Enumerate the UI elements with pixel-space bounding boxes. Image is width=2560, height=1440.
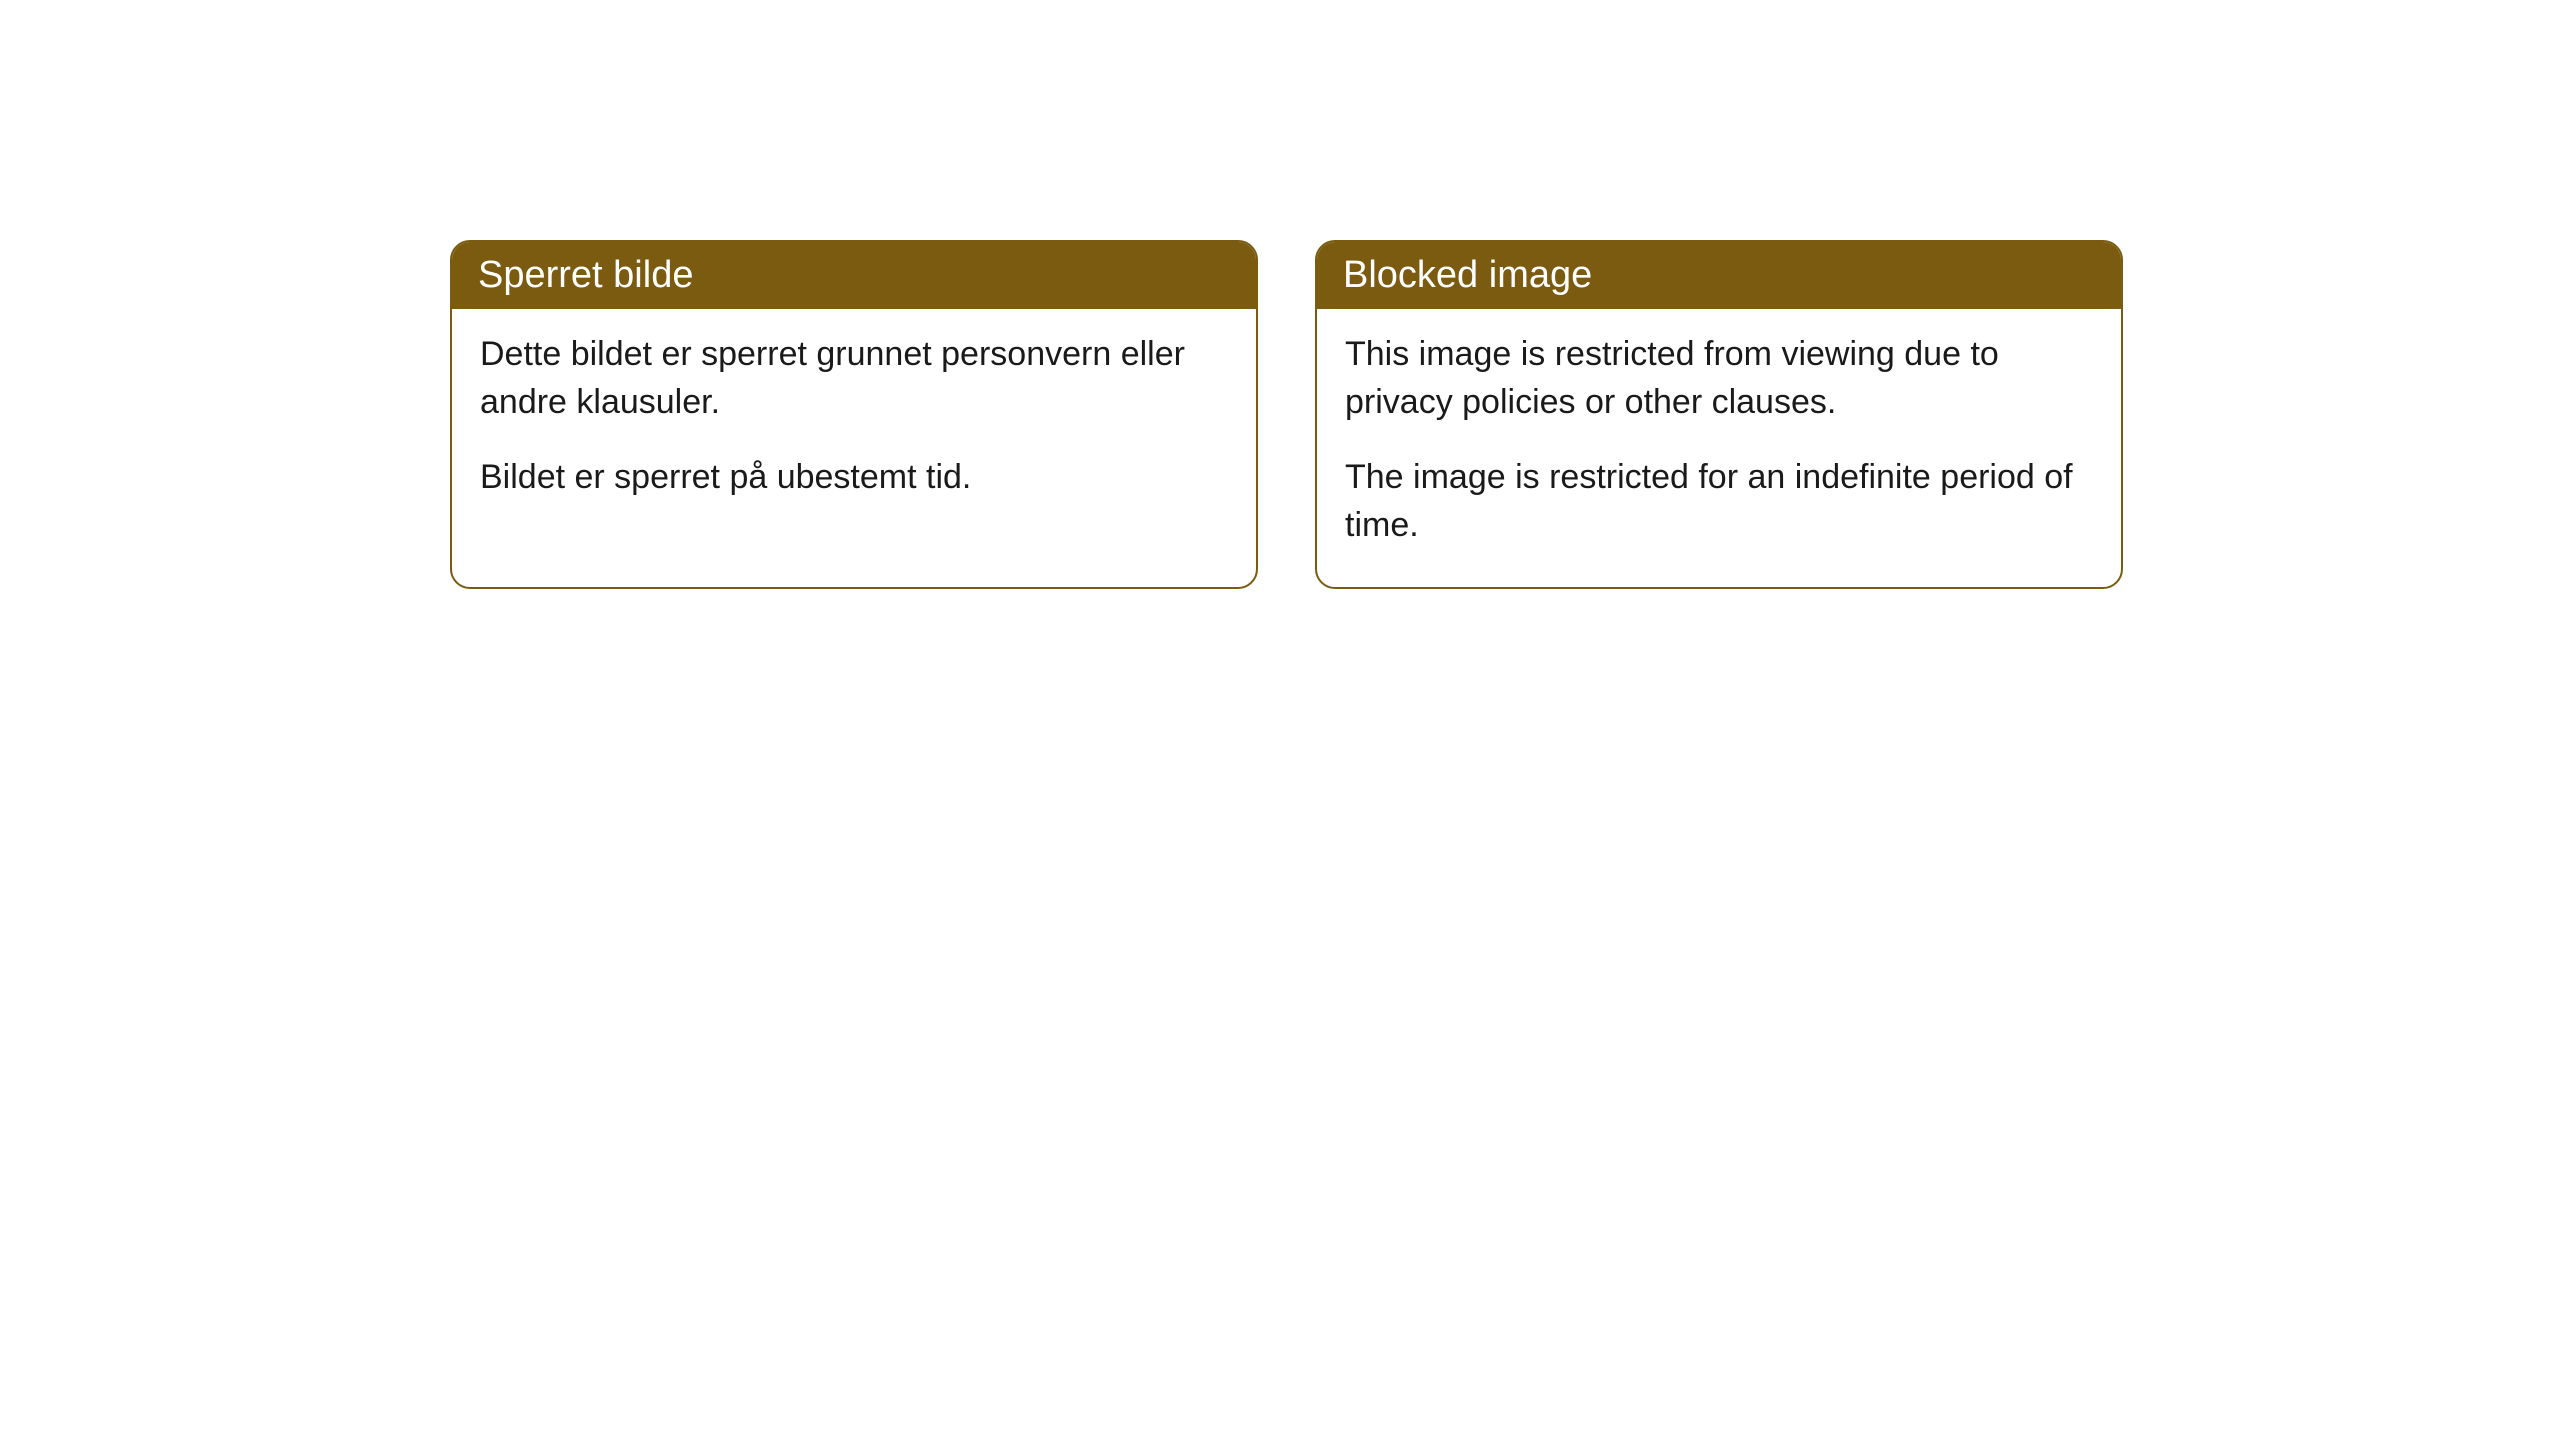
notice-card-norwegian: Sperret bilde Dette bildet er sperret gr… xyxy=(450,240,1258,589)
card-paragraph: This image is restricted from viewing du… xyxy=(1345,331,2093,426)
card-title: Blocked image xyxy=(1343,254,1592,296)
card-header-norwegian: Sperret bilde xyxy=(452,242,1256,309)
notice-card-english: Blocked image This image is restricted f… xyxy=(1315,240,2123,589)
notice-cards-container: Sperret bilde Dette bildet er sperret gr… xyxy=(450,240,2123,589)
card-paragraph: Dette bildet er sperret grunnet personve… xyxy=(480,331,1228,426)
card-body-norwegian: Dette bildet er sperret grunnet personve… xyxy=(452,309,1256,540)
card-title: Sperret bilde xyxy=(478,254,693,296)
card-paragraph: The image is restricted for an indefinit… xyxy=(1345,454,2093,549)
card-paragraph: Bildet er sperret på ubestemt tid. xyxy=(480,454,1228,502)
card-header-english: Blocked image xyxy=(1317,242,2121,309)
card-body-english: This image is restricted from viewing du… xyxy=(1317,309,2121,587)
